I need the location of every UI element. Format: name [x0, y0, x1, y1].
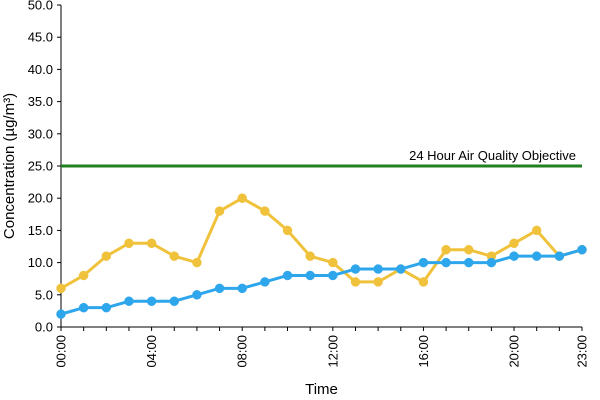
- data-point: [418, 277, 429, 287]
- data-point: [101, 302, 112, 313]
- data-point: [146, 238, 157, 249]
- data-point: [282, 270, 293, 281]
- data-point: [282, 225, 293, 236]
- data-point: [350, 264, 361, 274]
- air-quality-objective-label: 24 Hour Air Quality Objective: [409, 148, 576, 163]
- data-point: [373, 277, 383, 287]
- data-point: [350, 277, 361, 287]
- data-point: [192, 257, 202, 268]
- reference-line-group: 24 Hour Air Quality Objective: [61, 148, 582, 168]
- data-point: [463, 257, 474, 268]
- x-tick-label: 04:00: [144, 335, 159, 368]
- data-point: [531, 225, 542, 236]
- y-tick-label: 10.0: [28, 255, 53, 270]
- data-point: [237, 283, 247, 294]
- data-point: [146, 296, 157, 306]
- data-point: [486, 257, 497, 268]
- x-tick-label: 08:00: [235, 335, 250, 368]
- data-point: [78, 270, 89, 281]
- y-tick-label: 40.0: [28, 62, 53, 77]
- data-point: [56, 283, 66, 294]
- data-point: [78, 302, 89, 313]
- x-tick-label: 00:00: [54, 335, 69, 368]
- data-point: [260, 277, 270, 287]
- data-point: [577, 244, 587, 255]
- data-point: [192, 290, 202, 300]
- x-tick-label: 16:00: [416, 335, 431, 368]
- data-point: [396, 264, 406, 274]
- data-point: [531, 251, 542, 261]
- y-tick-label: 30.0: [28, 126, 53, 141]
- data-point: [441, 257, 451, 268]
- data-point: [554, 251, 565, 261]
- data-point: [124, 296, 134, 306]
- y-tick-label: 25.0: [28, 159, 53, 174]
- series-1: [56, 244, 587, 319]
- data-point: [214, 206, 225, 216]
- x-tick-label: 23:00: [575, 335, 590, 368]
- series-0: [56, 193, 587, 294]
- data-point: [260, 206, 270, 216]
- data-point: [305, 251, 315, 261]
- data-point: [509, 238, 519, 249]
- y-axis-ticks: 0.0 5.0 10.0 15.0 20.0 25.0 30.0 35.0 40.0 45.0 50…: [28, 0, 61, 335]
- data-point: [214, 283, 225, 294]
- data-point: [169, 296, 180, 306]
- y-tick-label: 20.0: [28, 191, 53, 206]
- data-point: [509, 251, 519, 261]
- y-tick-label: 15.0: [28, 223, 53, 238]
- data-point: [441, 244, 451, 255]
- data-point: [463, 244, 474, 255]
- data-point: [418, 257, 429, 268]
- y-tick-label: 5.0: [35, 287, 53, 302]
- y-tick-label: 35.0: [28, 94, 53, 109]
- data-point: [56, 309, 66, 319]
- data-point: [169, 251, 180, 261]
- series-group: [56, 193, 587, 319]
- data-point: [328, 270, 338, 281]
- y-tick-label: 0.0: [35, 320, 53, 335]
- data-point: [328, 257, 338, 268]
- data-point: [237, 193, 247, 203]
- x-tick-label: 20:00: [507, 335, 522, 368]
- y-tick-label: 50.0: [28, 0, 53, 13]
- data-point: [124, 238, 134, 249]
- data-point: [305, 270, 315, 281]
- y-tick-label: 45.0: [28, 30, 53, 45]
- x-tick-label: 12:00: [325, 335, 340, 368]
- y-axis-title: Concentration (µg/m³): [1, 93, 18, 239]
- data-point: [373, 264, 383, 274]
- data-point: [101, 251, 112, 261]
- x-axis-ticks: 00:00 04:00 08:00 12:00 16:00 20:00 23:00: [54, 327, 590, 368]
- x-axis-title: Time: [305, 381, 338, 398]
